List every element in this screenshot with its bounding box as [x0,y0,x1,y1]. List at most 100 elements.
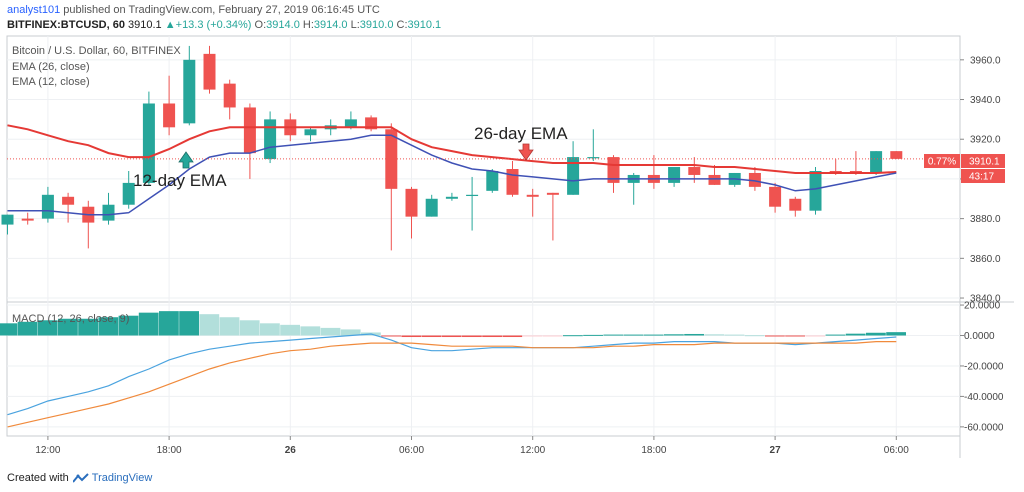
candle-body [890,151,903,159]
author-link[interactable]: analyst101 [7,4,61,16]
price-badge: 3910.1 [969,157,1000,168]
candle-body [365,117,378,130]
macd-histogram-bar [623,334,644,336]
macd-histogram-bar [522,335,543,337]
change-pct-badge-bg [924,154,960,168]
candle-body [567,157,580,195]
macd-histogram-bar [684,333,704,336]
open-value: 3914.0 [266,19,300,31]
macd-histogram-bar [138,312,159,336]
candle-body [526,194,539,197]
macd-histogram-bar [502,335,523,338]
macd-histogram-bar [401,335,422,338]
brand-name: TradingView [91,472,153,484]
macd-histogram-bar [825,334,846,336]
time-tick-label: 26 [285,445,297,456]
time-axis: 12:00 18:00 26 06:00 12:00 18:00 27 06:00 [35,436,909,456]
macd-histogram-bar [239,320,260,336]
macd-histogram-bar [744,335,765,337]
candle-body [688,167,701,175]
time-tick-label: 18:00 [641,445,666,456]
published-text: published on TradingView.com, February 2… [63,4,380,16]
macd-histogram-bar [603,334,624,336]
candle-body [466,194,479,197]
low-value: 3910.0 [359,19,394,31]
macd-tick-label: 20.0000 [964,301,1001,312]
candle-body [607,157,620,183]
macd-tick-label: 0.0000 [964,331,995,342]
price-tick-label: 3960.0 [970,55,1001,66]
candle-body [21,218,34,221]
countdown-badge-bg [961,169,1005,183]
candle-body [445,196,458,199]
low-label: L: [350,19,360,31]
time-tick-label: 12:00 [520,445,545,456]
time-tick-label: 06:00 [399,445,424,456]
macd-histogram-bar [421,335,442,338]
candles [1,45,903,251]
macd-histogram-bar [118,315,139,336]
macd-histogram-bar [78,318,98,336]
ema26-legend: EMA (26, close) [12,61,90,73]
ema-lines [7,124,897,216]
macd-histogram-bar [542,335,563,337]
macd-histogram-bar [805,335,826,337]
candle-body [203,53,216,90]
candle-body [587,157,600,159]
ema12-line [7,134,897,216]
macd-histogram-bar [845,333,866,336]
macd-tick-label: -20.0000 [964,361,1004,372]
macd-histogram-bar [0,323,18,336]
created-with-text: Created with [7,472,69,484]
macd-histogram-bar [664,334,684,336]
macd-histogram-bar [98,317,119,336]
high-label: H: [302,19,314,31]
candle-body [769,186,782,207]
macd-histogram-bar [320,327,341,336]
candle-body [1,214,14,225]
tradingview-brand[interactable]: TradingView [72,472,153,484]
macd-histogram-bar [159,311,179,336]
time-tick-label: 27 [770,445,782,456]
macd-tick-label: -60.0000 [964,422,1004,433]
symbol-label: BITFINEX:BTCUSD, 60 [7,19,125,31]
time-tick-label: 18:00 [157,445,182,456]
candle-body [425,198,438,217]
macd-histogram-bar [866,332,886,336]
countdown-badge: 43:17 [969,172,994,183]
change-pct-badge: 0.77% [928,157,956,168]
price-badge-bg [961,154,1005,168]
candle-body [829,170,842,173]
ema12-annotation: 12-day EMA [133,171,227,190]
last-price: 3910.1 [128,19,162,31]
up-arrow-icon: ▲ [164,19,176,31]
price-tick-label: 3940.0 [970,95,1001,106]
macd-histogram-bar [785,335,805,337]
macd-histogram-bar [300,326,321,336]
macd-histogram-bar [219,317,240,336]
price-tick-label: 3840.0 [970,294,1001,305]
open-label: O: [254,19,267,31]
macd-histogram-bar [886,332,906,336]
candle-body [163,103,176,128]
macd-legend: MACD (12, 26, close, 9) [12,313,129,325]
candle-body [405,188,418,217]
time-tick-label: 06:00 [884,445,909,456]
macd-histogram-bar [17,321,38,336]
macd-histogram-bar [37,320,58,336]
candle-body [62,196,75,205]
macd-axis: 20.0000 0.0000 -20.0000 -40.0000 -60.0000 [960,301,1004,433]
candle-body [183,59,196,124]
candle-body [344,119,357,128]
macd-histogram-bar [563,335,583,337]
ema12-legend: EMA (12, close) [12,76,90,88]
price-tick-label: 3880.0 [970,214,1001,225]
price-badges: 0.77% 3910.1 43:17 [924,154,1005,183]
candle-body [748,172,761,187]
macd-histogram-bar [58,318,78,336]
candle-body [304,129,317,136]
macd-histogram-bar [340,329,361,336]
macd-tick-label: -40.0000 [964,392,1004,403]
macd-histogram-bar [280,324,300,336]
